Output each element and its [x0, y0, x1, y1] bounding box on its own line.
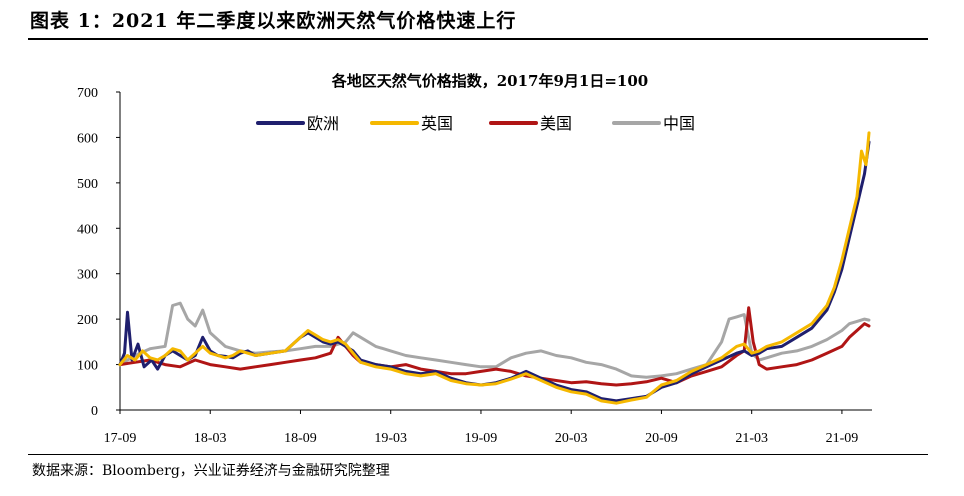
- x-tick-label: 19-03: [374, 431, 407, 446]
- series-line-0: [118, 140, 871, 403]
- axes: 0 100 200 300 400 500 600 700 17-09 18-03 18-09 19-…: [77, 86, 872, 446]
- x-tick-label: 21-09: [826, 431, 859, 446]
- x-tick-label: 18-03: [194, 431, 227, 446]
- source-note: 数据来源：Bloomberg，兴业证券经济与金融研究院整理: [32, 463, 390, 479]
- y-tick-label: 600: [77, 131, 98, 146]
- series-layer: [118, 131, 871, 405]
- y-tick-label: 200: [77, 313, 98, 328]
- legend-label-0: 欧洲: [307, 114, 339, 133]
- x-tick-label: 20-03: [555, 431, 588, 446]
- y-tick-label: 0: [91, 404, 98, 419]
- y-tick-label: 700: [77, 86, 98, 101]
- y-tick-label: 300: [77, 268, 98, 283]
- x-tick-label: 21-03: [735, 431, 768, 446]
- legend-label-3: 中国: [663, 114, 695, 133]
- x-tick-label: 17-09: [104, 431, 137, 446]
- y-tick-label: 500: [77, 177, 98, 192]
- series-line-1: [118, 131, 871, 405]
- x-tick-label: 18-09: [284, 431, 317, 446]
- legend-label-2: 美国: [540, 114, 572, 133]
- series-line-3: [118, 301, 871, 379]
- series-line-2: [118, 306, 871, 387]
- figure-title: 图表 1：2021 年二季度以来欧洲天然气价格快速上行: [30, 10, 517, 32]
- legend: 欧洲 英国 美国 中国: [256, 114, 695, 133]
- x-tick-label: 20-09: [645, 431, 678, 446]
- y-tick-label: 400: [77, 222, 98, 237]
- source-rule: [28, 454, 928, 455]
- legend-label-1: 英国: [421, 114, 453, 133]
- chart-title: 各地区天然气价格指数，2017年9月1日=100: [331, 72, 649, 90]
- x-tick-label: 19-09: [465, 431, 498, 446]
- title-rule: [28, 38, 928, 40]
- y-tick-label: 100: [77, 359, 98, 374]
